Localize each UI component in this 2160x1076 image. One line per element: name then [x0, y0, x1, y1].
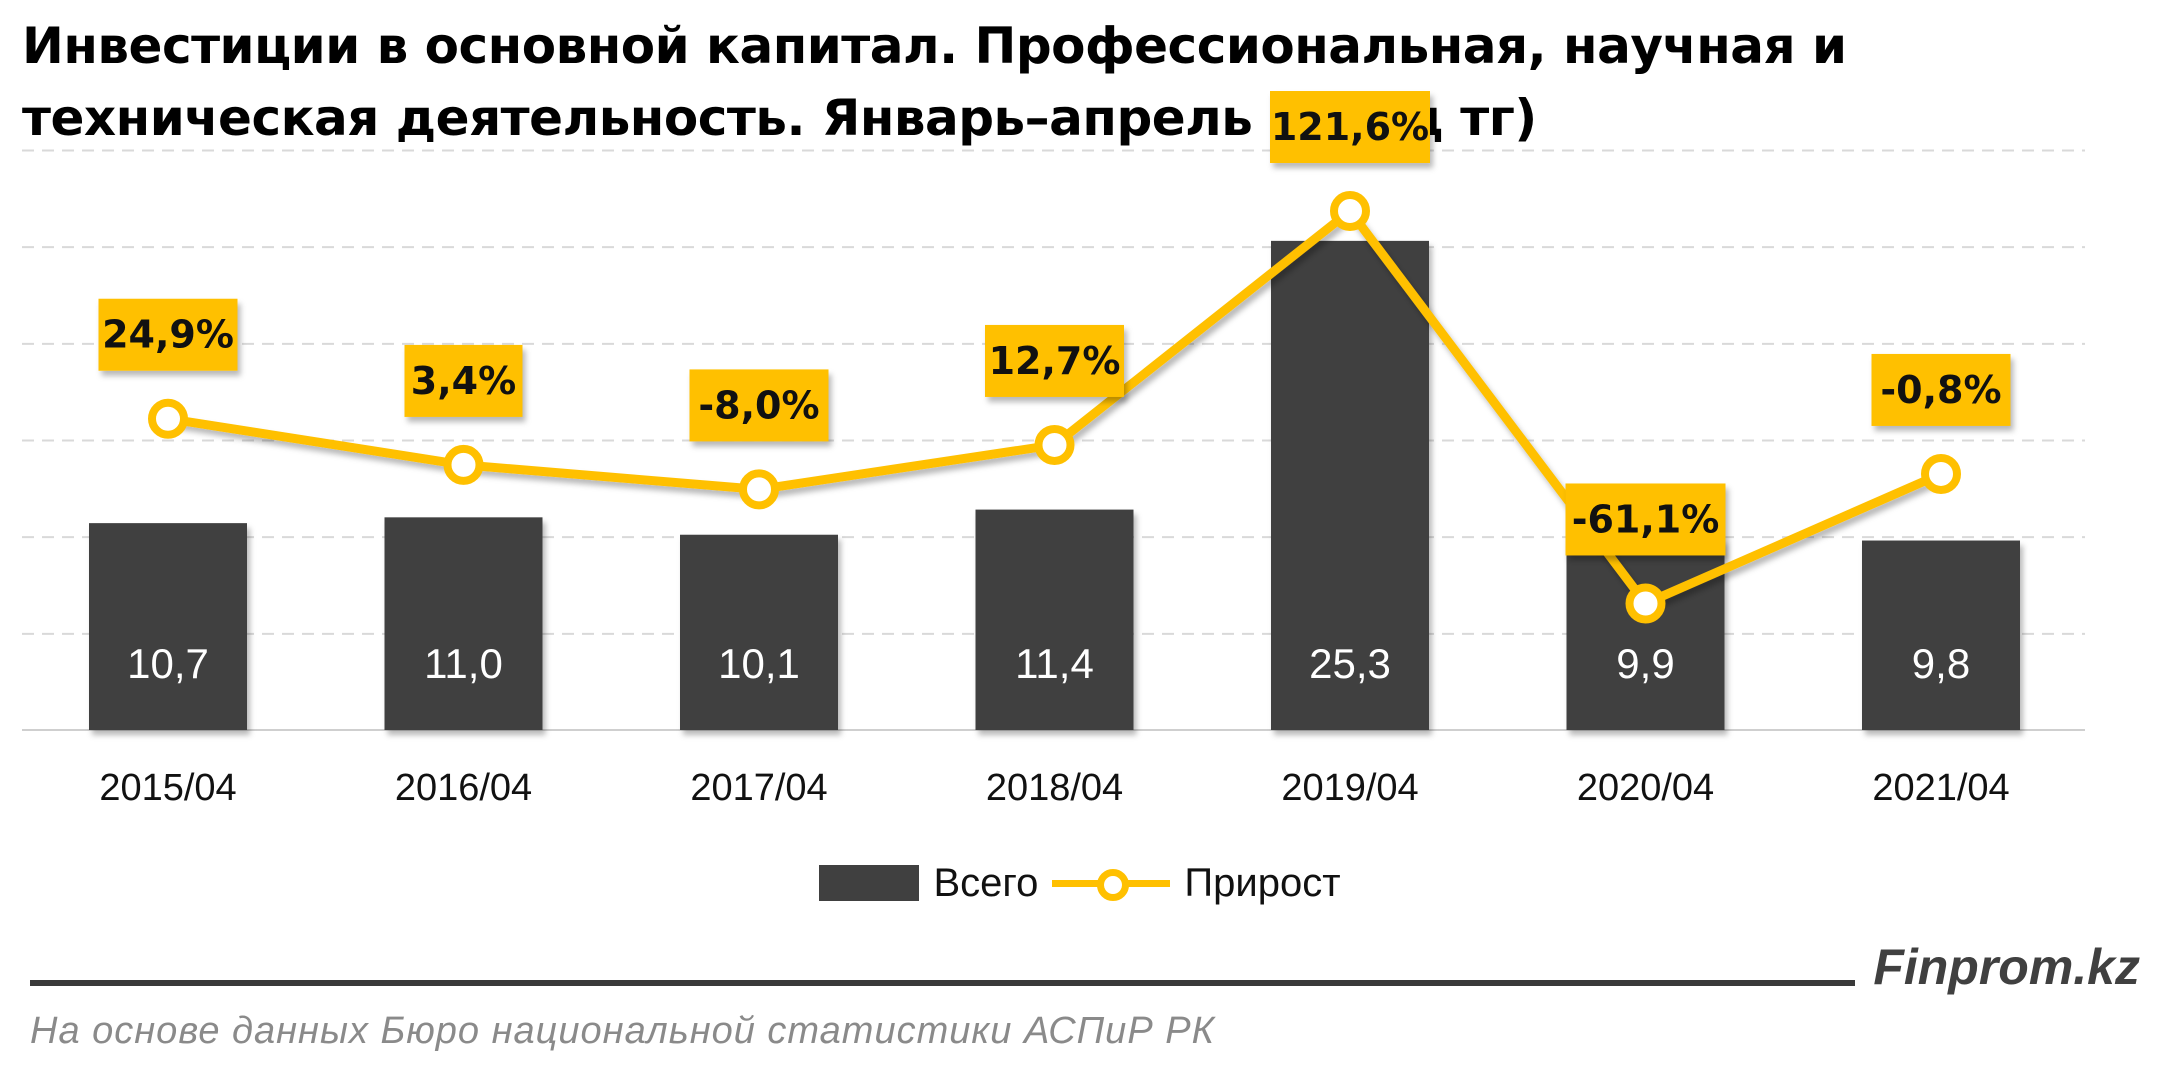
growth-value-label: -61,1%	[1572, 497, 1720, 541]
growth-label-box	[1270, 91, 1430, 164]
growth-point	[1034, 424, 1075, 465]
growth-point	[1921, 453, 1961, 494]
bar	[384, 517, 543, 730]
bar-value-label: 9,8	[1912, 640, 1970, 687]
bar-value-label: 9,9	[1616, 640, 1674, 687]
growth-value-label: 24,9%	[102, 313, 234, 357]
growth-label-box	[404, 344, 523, 417]
growth-value-label: -8,0%	[698, 383, 819, 427]
bar	[1566, 538, 1725, 730]
growth-point	[1330, 191, 1370, 232]
chart-svg: 10,7 11,0 10,1 11,4 25,3 9,9 9,8 2015/04 2016/04…	[22, 91, 2085, 809]
bar-value-label: 25,3	[1309, 640, 1391, 687]
footer-rule	[30, 980, 1855, 986]
bar	[1862, 540, 2020, 730]
x-tick-label: 2015/04	[99, 767, 236, 809]
legend-bar-label: Всего	[933, 860, 1039, 905]
growth-point	[739, 469, 779, 510]
growth-label-box	[985, 324, 1124, 397]
legend-item-bar: Всего	[819, 861, 1038, 906]
growth-label-box	[1871, 353, 2011, 426]
bar	[975, 509, 1134, 730]
bar	[680, 534, 838, 730]
x-tick-label: 2019/04	[1281, 767, 1418, 809]
legend-bar-swatch	[819, 865, 920, 901]
bar-value-label: 10,7	[127, 640, 209, 687]
growth-label-box	[689, 369, 829, 442]
growth-value-label: 3,4%	[411, 359, 516, 403]
growth-label-box	[98, 298, 238, 371]
legend-line-label: Прирост	[1184, 860, 1341, 905]
legend-item-line: Прирост	[1052, 860, 1341, 906]
growth-label-box	[1565, 483, 1726, 556]
bar-value-label: 11,4	[1015, 640, 1094, 687]
bar	[1271, 240, 1429, 730]
source-note: На основе данных Бюро национальной стати…	[30, 1010, 1215, 1052]
x-tick-label: 2020/04	[1577, 767, 1714, 809]
growth-point	[148, 398, 188, 439]
growth-point	[1625, 583, 1666, 624]
bar	[89, 523, 247, 730]
growth-value-label: 12,7%	[989, 339, 1121, 383]
brand-logo-text: Finprom.kz	[1873, 939, 2140, 995]
legend-line-swatch	[1052, 863, 1171, 903]
bar-value-label: 11,0	[424, 640, 503, 687]
bar-value-label: 10,1	[718, 640, 800, 687]
legend: Всего Прирост	[0, 855, 2160, 911]
x-tick-label: 2016/04	[395, 767, 532, 809]
growth-value-label: 121,6%	[1271, 105, 1429, 149]
x-tick-label: 2021/04	[1872, 767, 2009, 809]
x-tick-label: 2017/04	[690, 767, 827, 809]
growth-value-label: -0,8%	[1880, 368, 2001, 412]
x-tick-label: 2018/04	[986, 767, 1123, 809]
growth-point	[443, 444, 484, 485]
